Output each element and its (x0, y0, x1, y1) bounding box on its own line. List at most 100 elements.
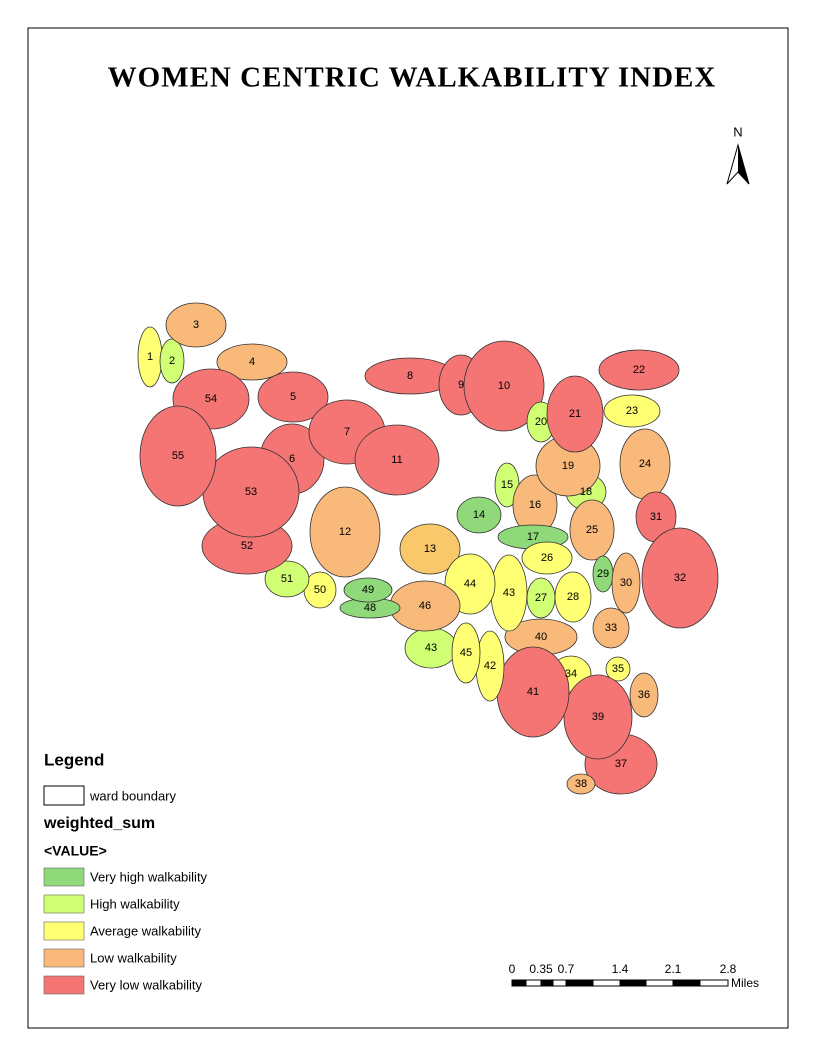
ward-area (592, 607, 630, 649)
ward-label: 29 (597, 568, 609, 580)
ward-label: 5 (290, 391, 296, 403)
legend-field: weighted_sum (43, 815, 155, 832)
scale-segment (699, 979, 729, 987)
ward-area (546, 375, 604, 453)
ward-area (463, 340, 545, 432)
ward-area (598, 349, 680, 391)
legend-label: High walkability (90, 896, 180, 911)
ward-label: 46 (419, 600, 431, 612)
north-arrow-fill (738, 145, 749, 184)
scale-segment (511, 979, 527, 987)
scale-tick-label: 0.35 (529, 962, 553, 976)
ward-area (603, 394, 661, 428)
ward-label: 50 (314, 584, 326, 596)
ward-label: 8 (407, 370, 413, 382)
scale-segment (619, 979, 647, 987)
ward-label: 53 (245, 486, 257, 498)
ward-area (521, 541, 573, 575)
ward-label: 31 (650, 511, 662, 523)
ward-label: 21 (569, 408, 581, 420)
ward-area (554, 571, 592, 623)
ward-label: 7 (344, 426, 350, 438)
ward-label: 12 (339, 526, 351, 538)
legend-label: Very low walkability (90, 977, 202, 992)
ward-label: 43 (425, 642, 437, 654)
ward-label: 1 (147, 351, 153, 363)
ward-label: 20 (535, 416, 547, 428)
ward-label: 27 (535, 592, 547, 604)
ward-label: 11 (391, 454, 402, 466)
legend-swatch (43, 948, 85, 968)
legend-value-header: <VALUE> (44, 843, 107, 859)
ward-label: 54 (205, 393, 217, 405)
legend: Legend ward boundary weighted_sum <VALUE… (43, 750, 208, 995)
ward-label: 19 (562, 460, 574, 472)
legend-label: Average walkability (90, 923, 202, 938)
ward-area (343, 577, 393, 603)
legend-swatch (43, 921, 85, 941)
ward-label: 6 (289, 453, 295, 465)
scale-unit: Miles (731, 976, 759, 990)
ward-area (611, 552, 641, 614)
ward-label: 3 (193, 319, 199, 331)
ward-label: 13 (424, 543, 436, 555)
ward-label: 42 (484, 660, 496, 672)
scale-tick-label: 1.4 (612, 962, 629, 976)
ward-label: 55 (172, 450, 184, 462)
ward-area (216, 343, 288, 381)
north-label: N (733, 124, 742, 139)
ward-area (563, 674, 633, 760)
ward-label: 40 (535, 631, 547, 643)
ward-label: 25 (586, 524, 598, 536)
scale-segment (540, 979, 554, 987)
boundary-label: ward boundary (89, 788, 176, 803)
legend-swatch (43, 894, 85, 914)
ward-label: 4 (249, 356, 255, 368)
ward-label: 35 (612, 663, 624, 675)
ward-label: 2 (169, 355, 175, 367)
scale-tick-label: 2.1 (665, 962, 682, 976)
ward-area (605, 656, 631, 682)
map-title: WOMEN CENTRIC WALKABILITY INDEX (108, 62, 717, 94)
ward-label: 9 (458, 379, 464, 391)
ward-label: 48 (364, 602, 376, 614)
ward-label: 34 (565, 668, 577, 680)
ward-label: 30 (620, 577, 632, 589)
ward-area (566, 773, 596, 795)
ward-label: 41 (527, 686, 539, 698)
ward-label: 37 (615, 758, 627, 770)
legend-swatch (43, 975, 85, 995)
ward-label: 28 (567, 591, 579, 603)
legend-swatch (43, 867, 85, 887)
ward-label: 23 (626, 405, 638, 417)
ward-label: 26 (541, 552, 553, 564)
scale-segment (565, 979, 594, 987)
scale-segment (645, 979, 674, 987)
ward-label: 22 (633, 364, 645, 376)
ward-area (159, 338, 185, 384)
scale-segment (672, 979, 701, 987)
ward-label: 18 (580, 486, 592, 498)
ward-label: 16 (529, 499, 541, 511)
scale-tick-label: 0.7 (558, 962, 575, 976)
boundary-swatch (43, 785, 85, 806)
ward-label: 51 (281, 573, 293, 585)
ward-label: 36 (638, 689, 650, 701)
ward-area (309, 486, 381, 578)
ward-label: 10 (498, 380, 510, 392)
scale-segment (592, 979, 621, 987)
scale-tick-label: 2.8 (720, 962, 737, 976)
ward-area (456, 496, 502, 534)
ward-label: 45 (460, 647, 472, 659)
ward-area (165, 302, 227, 348)
ward-area (257, 371, 329, 423)
scale-segment (525, 979, 542, 987)
ward-area (629, 672, 659, 718)
ward-label: 44 (464, 578, 476, 590)
ward-label: 38 (575, 778, 587, 790)
scale-segment (552, 979, 567, 987)
ward-label: 43 (503, 587, 515, 599)
